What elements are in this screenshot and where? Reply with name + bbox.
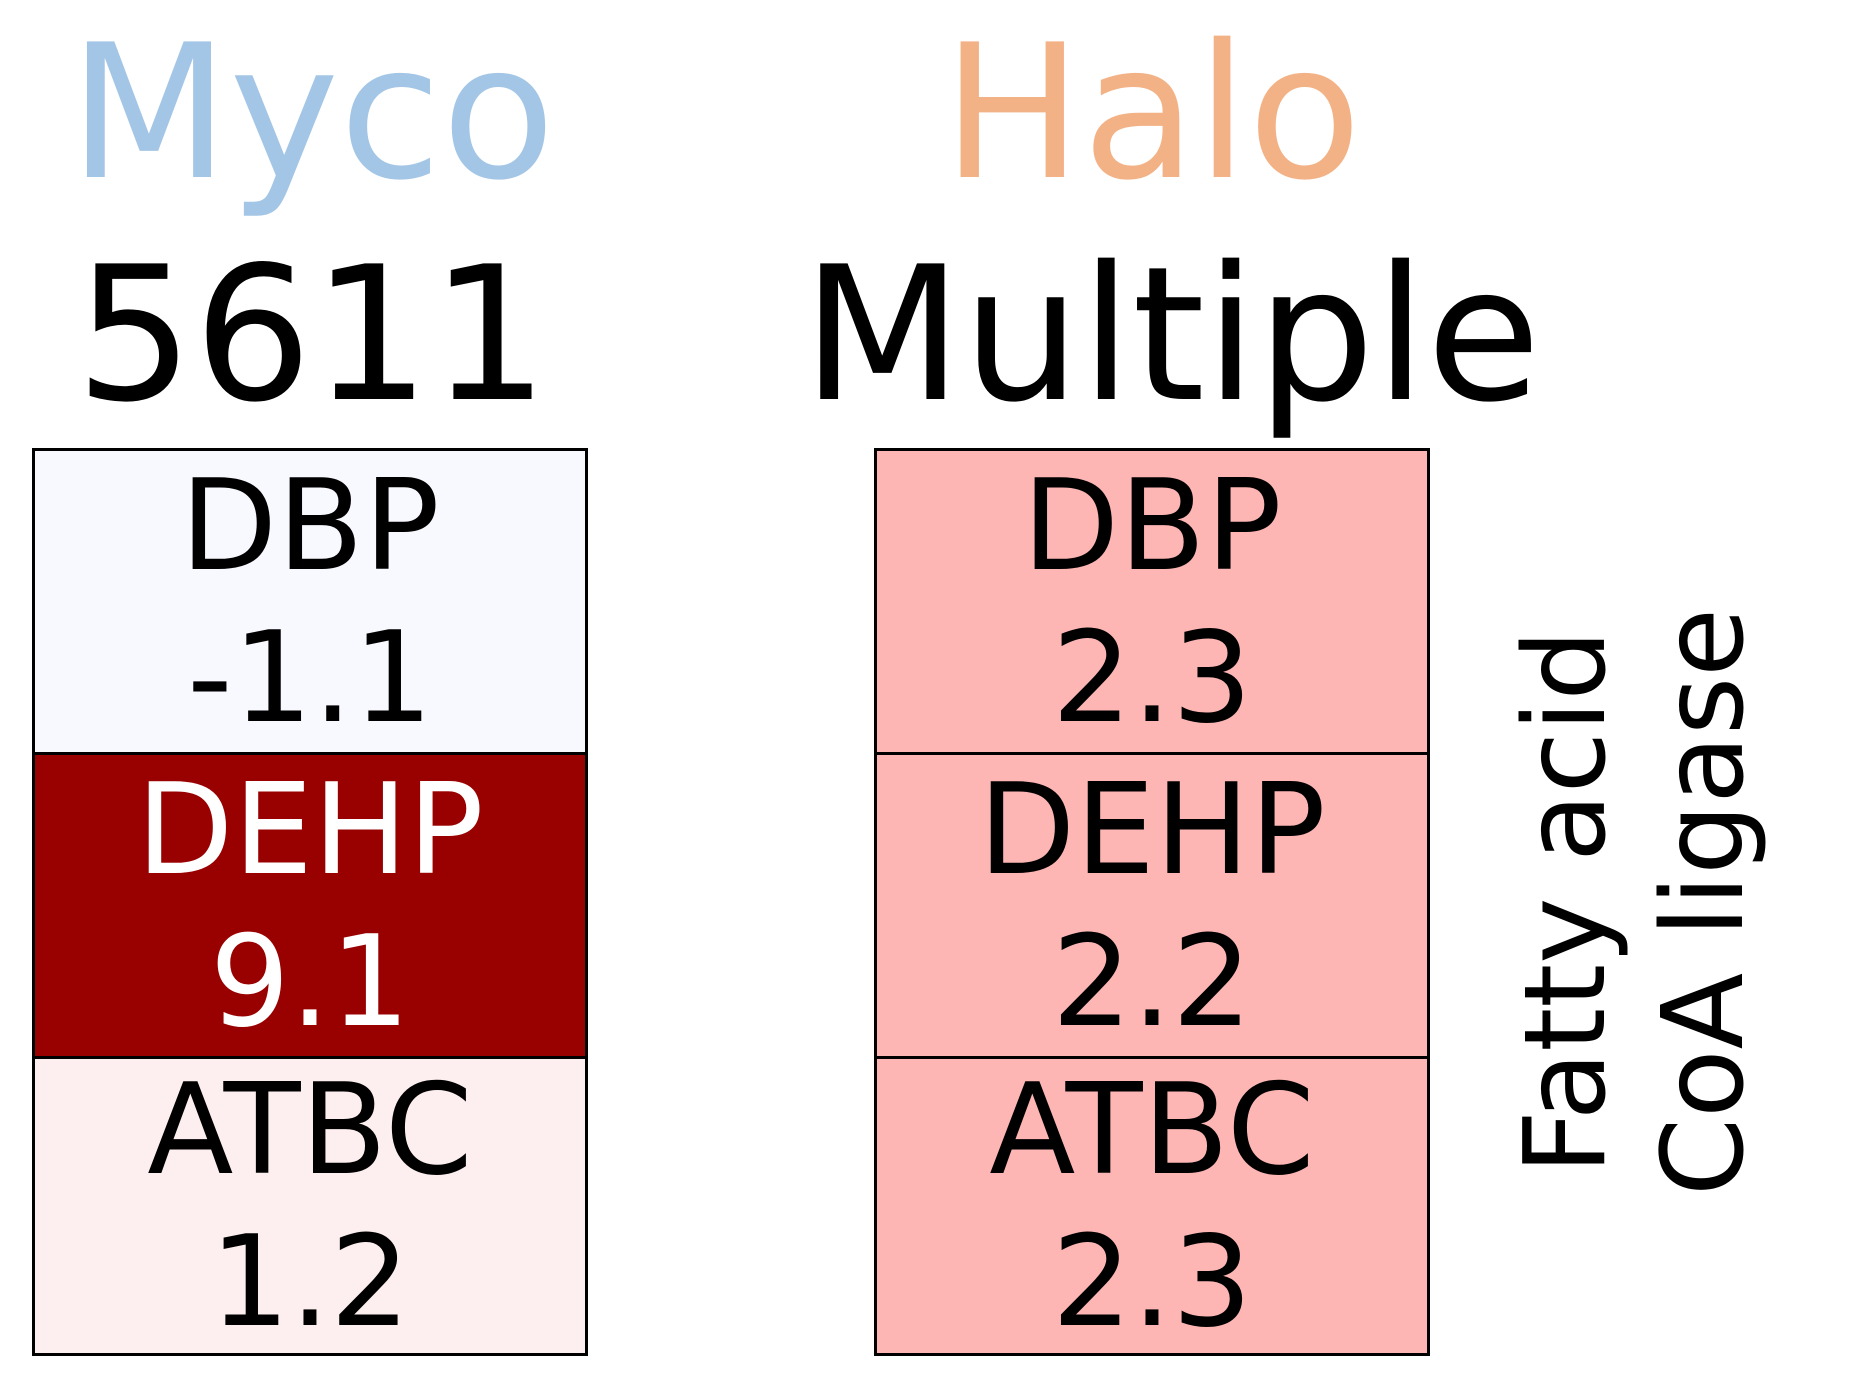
heat-cell: DEHP 2.2 [877,752,1427,1056]
cell-value: 9.1 [209,907,411,1055]
compound-label: DEHP [136,755,484,903]
gene-annotation-line-1: Fatty acid [1501,629,1631,1175]
heat-column-myco: DBP -1.1 DEHP 9.1 ATBC 1.2 [32,448,588,1356]
heat-cell: ATBC 2.3 [877,1056,1427,1355]
compound-label: DBP [180,451,440,599]
compound-label: DEHP [978,755,1326,903]
cell-value: -1.1 [187,603,433,751]
cell-value: 2.3 [1051,1208,1253,1355]
heat-cell: DEHP 9.1 [35,752,585,1056]
cell-value: 1.2 [209,1208,411,1355]
heat-cell: DBP 2.3 [877,451,1427,752]
organism-title-myco: Myco [68,4,556,221]
gene-annotation-text: Fatty acid CoA ligase [1497,608,1773,1196]
cell-value: 2.2 [1051,907,1253,1055]
compound-label: ATBC [989,1056,1315,1203]
gene-id-halo: Multiple [802,226,1541,443]
gene-id-myco: 5611 [75,226,549,443]
heat-cell: ATBC 1.2 [35,1056,585,1355]
gene-annotation-line-2: CoA ligase [1639,607,1769,1197]
heat-cell: DBP -1.1 [35,451,585,752]
heat-column-halo: DBP 2.3 DEHP 2.2 ATBC 2.3 [874,448,1430,1356]
compound-label: DBP [1022,451,1282,599]
cell-value: 2.3 [1051,603,1253,751]
organism-title-halo: Halo [942,4,1362,221]
compound-label: ATBC [147,1056,473,1203]
